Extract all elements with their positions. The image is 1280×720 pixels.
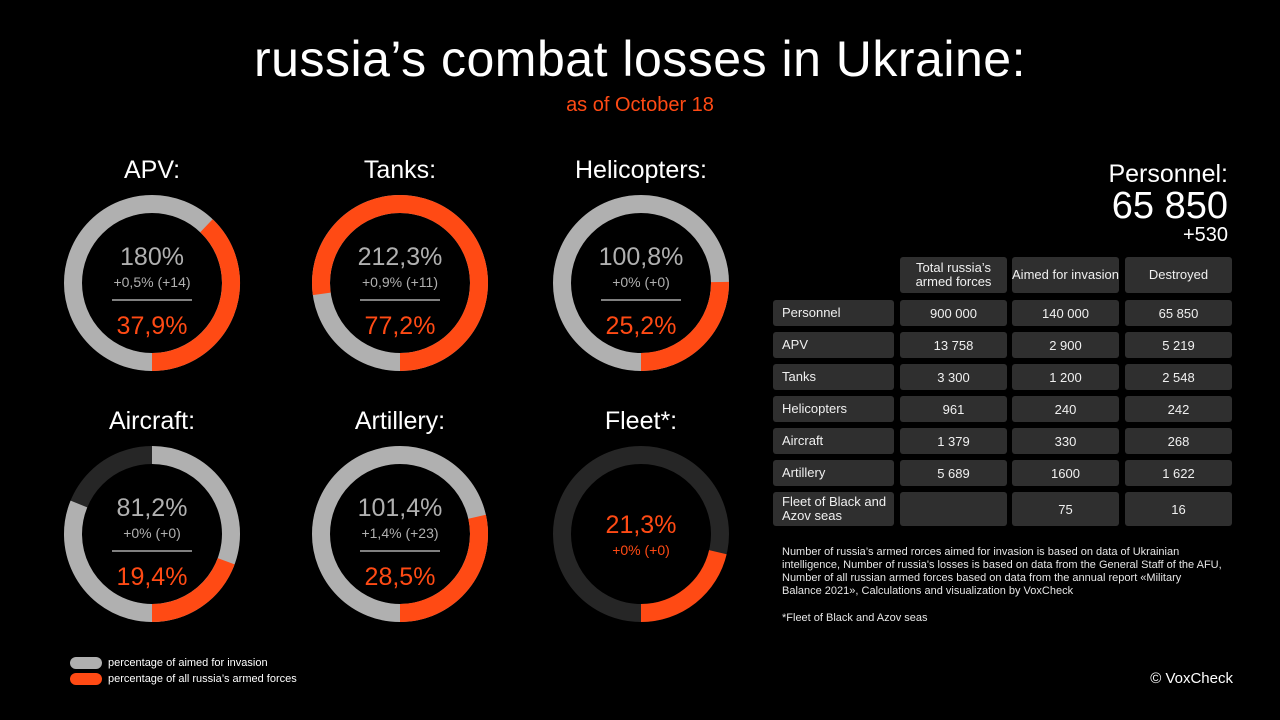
- donut-arc-all-forces: [151, 219, 240, 371]
- personnel-label: Personnel:: [1108, 160, 1228, 188]
- table-row-label: APV: [773, 332, 894, 358]
- table-cell-total: [900, 492, 1007, 526]
- fleet-footnote: *Fleet of Black and Azov seas: [782, 612, 928, 624]
- table-cell-total: 5 689: [900, 460, 1007, 486]
- page-subtitle: as of October 18: [566, 94, 714, 116]
- table-cell-total: 3 300: [900, 364, 1007, 390]
- table-cell-destroyed: 65 850: [1125, 300, 1232, 326]
- donut-delta: +1,4% (+23): [361, 525, 438, 541]
- personnel-delta: +530: [1182, 224, 1228, 246]
- table-cell-destroyed: 16: [1125, 492, 1232, 526]
- table-row-label: Personnel: [773, 300, 894, 326]
- copyright: © VoxCheck: [1150, 670, 1233, 687]
- donut-arc-all-forces: [312, 195, 488, 371]
- donut-arc-all-forces: [640, 549, 727, 622]
- donut-pct-invasion: 180%: [120, 243, 184, 271]
- table-cell-destroyed: 242: [1125, 396, 1232, 422]
- donut-aircraft: 81,2% +0% (+0) 19,4%: [64, 446, 240, 622]
- table-cell-total: 900 000: [900, 300, 1007, 326]
- table-row-label: Tanks: [773, 364, 894, 390]
- legend-item-all-forces: percentage of all russia’s armed forces: [70, 673, 297, 685]
- donut-pct-all-forces: 37,9%: [117, 312, 188, 340]
- donut-pct-all-forces: 77,2%: [365, 312, 436, 340]
- table-header-aimed: Aimed for invasion: [1012, 257, 1119, 293]
- table-row-label: Helicopters: [773, 396, 894, 422]
- table-cell-aimed: 1 200: [1012, 364, 1119, 390]
- table-cell-total: 13 758: [900, 332, 1007, 358]
- page-title: russia’s combat losses in Ukraine:: [254, 31, 1026, 87]
- donut-arc-all-forces: [151, 557, 235, 622]
- donut-artillery: 101,4% +1,4% (+23) 28,5%: [312, 446, 488, 622]
- legend-label-all-forces: percentage of all russia’s armed forces: [108, 673, 297, 685]
- donut-delta: +0% (+0): [612, 274, 670, 290]
- donut-label-aircraft: Aircraft:: [108, 407, 196, 435]
- donut-arc-all-forces: [640, 281, 729, 371]
- donut-helicopters: 100,8% +0% (+0) 25,2%: [553, 195, 729, 371]
- table-cell-total: 961: [900, 396, 1007, 422]
- donut-label-artillery: Artillery:: [354, 407, 446, 435]
- legend-label-invasion: percentage of aimed for invasion: [108, 657, 268, 669]
- donut-label-helicopters: Helicopters:: [575, 156, 707, 184]
- donut-label-tanks: Tanks:: [363, 156, 437, 184]
- donut-fleet: 21,3% +0% (+0): [553, 446, 729, 622]
- table-cell-destroyed: 268: [1125, 428, 1232, 454]
- donut-label-fleet: Fleet*:: [604, 407, 678, 435]
- source-note: Number of russia’s armed rorces aimed fo…: [782, 546, 1222, 597]
- table-cell-aimed: 330: [1012, 428, 1119, 454]
- donut-tanks: 212,3% +0,9% (+11) 77,2%: [312, 195, 488, 371]
- donut-delta: +0,9% (+11): [362, 274, 438, 290]
- table-cell-aimed: 75: [1012, 492, 1119, 526]
- legend-swatch-all-forces: [70, 673, 102, 685]
- background-photo: [880, 0, 1280, 720]
- legend-item-invasion: percentage of aimed for invasion: [70, 657, 268, 669]
- donut-delta: +0,5% (+14): [113, 274, 190, 290]
- table-cell-aimed: 2 900: [1012, 332, 1119, 358]
- table-cell-aimed: 240: [1012, 396, 1119, 422]
- personnel-summary: Personnel: 65 850 +530: [1108, 160, 1228, 246]
- donut-label-apv: APV:: [123, 156, 181, 184]
- table-cell-aimed: 140 000: [1012, 300, 1119, 326]
- table-header-destroyed: Destroyed: [1125, 257, 1232, 293]
- donut-delta: +0% (+0): [123, 525, 181, 541]
- donut-pct-all-forces: 19,4%: [117, 563, 188, 591]
- legend-swatch-invasion: [70, 657, 102, 669]
- table-cell-destroyed: 2 548: [1125, 364, 1232, 390]
- table-cell-aimed: 1600: [1012, 460, 1119, 486]
- table-row-label: Artillery: [773, 460, 894, 486]
- donut-pct-invasion: 212,3%: [358, 243, 443, 271]
- table-row-label: Fleet of Black and Azov seas: [773, 492, 894, 526]
- donut-pct-all-forces: 21,3%: [606, 511, 677, 539]
- personnel-value: 65 850: [1111, 185, 1228, 227]
- table-row-label: Aircraft: [773, 428, 894, 454]
- donut-delta: +0% (+0): [612, 542, 670, 558]
- donut-arc-all-forces: [399, 514, 488, 622]
- donut-pct-invasion: 101,4%: [358, 494, 443, 522]
- donut-pct-invasion: 100,8%: [599, 243, 684, 271]
- donut-pct-all-forces: 25,2%: [606, 312, 677, 340]
- donut-apv: 180% +0,5% (+14) 37,9%: [64, 195, 240, 371]
- table-cell-destroyed: 1 622: [1125, 460, 1232, 486]
- donut-pct-all-forces: 28,5%: [365, 563, 436, 591]
- table-cell-total: 1 379: [900, 428, 1007, 454]
- table-header-total: Total russia’s armed forces: [900, 257, 1007, 293]
- table-cell-destroyed: 5 219: [1125, 332, 1232, 358]
- donut-pct-invasion: 81,2%: [117, 494, 188, 522]
